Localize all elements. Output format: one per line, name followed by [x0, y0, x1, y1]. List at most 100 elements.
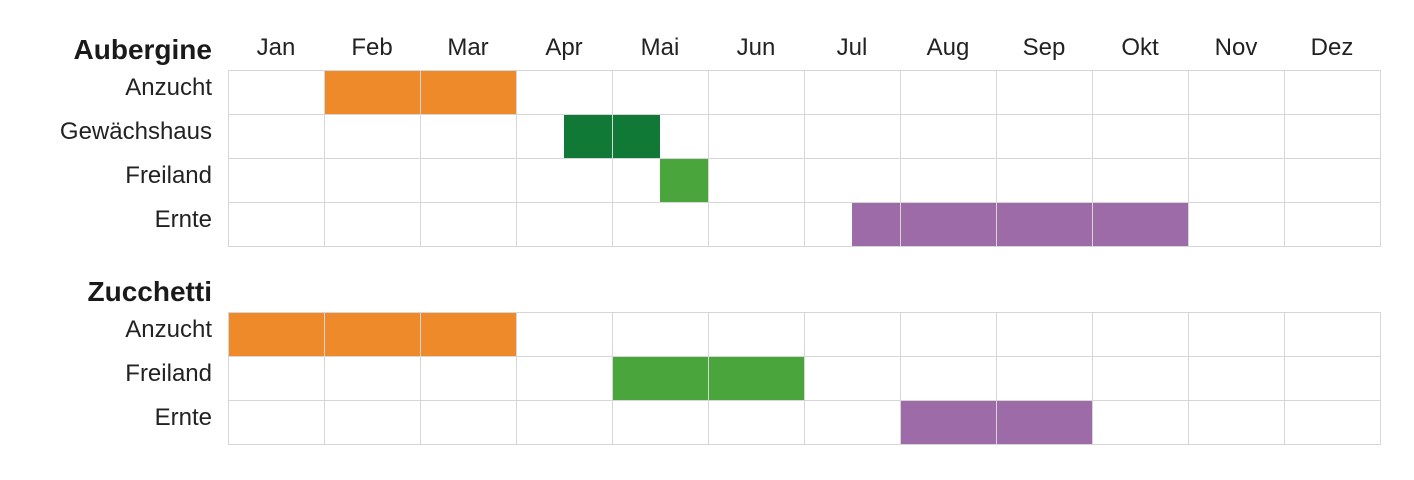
- grid-cell: [1092, 114, 1189, 159]
- month-label-mai: Mai: [640, 34, 680, 61]
- grid-cell: [1284, 114, 1381, 159]
- grid-cell: [708, 70, 805, 115]
- grid-cell: [1092, 356, 1189, 401]
- grid-cell: [804, 158, 901, 203]
- grid-cell: [900, 114, 997, 159]
- row-label-aubergine-freiland: Freiland: [125, 162, 212, 189]
- grid-cell: [708, 158, 805, 203]
- grid-cell: [996, 158, 1093, 203]
- grid-cell: [228, 158, 325, 203]
- grid-cell: [516, 158, 613, 203]
- grid-cell: [516, 356, 613, 401]
- month-label-feb: Feb: [351, 34, 393, 61]
- bar-zucchetti-ernte: [997, 401, 1092, 444]
- row-label-aubergine-ernte: Ernte: [154, 206, 212, 233]
- grid-cell: [1188, 400, 1285, 445]
- bar-aubergine-anzucht: [421, 71, 516, 114]
- grid-cell: [228, 202, 325, 247]
- grid-cell: [708, 400, 805, 445]
- grid-cell: [324, 202, 421, 247]
- row-label-aubergine-anzucht: Anzucht: [125, 74, 212, 101]
- grid-cell: [612, 400, 709, 445]
- grid-cell: [996, 114, 1093, 159]
- grid-cell: [708, 114, 805, 159]
- grid-cell: [420, 202, 517, 247]
- grid-cell: [420, 158, 517, 203]
- month-label-dez: Dez: [1310, 34, 1354, 61]
- bar-zucchetti-ernte: [901, 401, 996, 444]
- grid-cell: [612, 202, 709, 247]
- grid-cell: [420, 356, 517, 401]
- bar-aubergine-ernte: [997, 203, 1092, 246]
- bar-zucchetti-freiland: [613, 357, 708, 400]
- grid-cell: [228, 70, 325, 115]
- grid-cell: [804, 356, 901, 401]
- grid-cell: [516, 70, 613, 115]
- grid-cell: [804, 400, 901, 445]
- month-label-jun: Jun: [736, 34, 776, 61]
- grid-cell: [516, 400, 613, 445]
- grid-cell: [1092, 312, 1189, 357]
- grid-cell: [1188, 356, 1285, 401]
- month-label-aug: Aug: [926, 34, 970, 61]
- bar-zucchetti-anzucht: [421, 313, 516, 356]
- grid-cell: [708, 312, 805, 357]
- grid-cell: [900, 158, 997, 203]
- grid-cell: [420, 400, 517, 445]
- grid-cell: [1284, 356, 1381, 401]
- grid-cell: [996, 312, 1093, 357]
- grid-cell: [324, 400, 421, 445]
- month-label-jan: Jan: [256, 34, 296, 61]
- grid-cell: [1092, 400, 1189, 445]
- month-label-sep: Sep: [1022, 34, 1066, 61]
- bar-aubergine-ernte: [901, 203, 996, 246]
- grid-cell: [996, 356, 1093, 401]
- bar-aubergine-freiland: [660, 159, 708, 202]
- grid-cell: [900, 356, 997, 401]
- grid-cell: [612, 70, 709, 115]
- grid-cell: [708, 202, 805, 247]
- bar-aubergine-gewchshaus: [613, 115, 660, 158]
- grid-cell: [804, 114, 901, 159]
- grid-cell: [324, 158, 421, 203]
- grid-cell: [1284, 400, 1381, 445]
- month-label-nov: Nov: [1214, 34, 1258, 61]
- grid-cell: [804, 70, 901, 115]
- grid-cell: [1284, 312, 1381, 357]
- bar-zucchetti-anzucht: [325, 313, 420, 356]
- grid-cell: [612, 312, 709, 357]
- grid-cell: [1284, 158, 1381, 203]
- grid-cell: [228, 356, 325, 401]
- month-label-okt: Okt: [1121, 34, 1159, 61]
- bar-zucchetti-freiland: [709, 357, 804, 400]
- grid-cell: [1284, 202, 1381, 247]
- grid-cell: [804, 312, 901, 357]
- row-label-zucchetti-ernte: Ernte: [154, 404, 212, 431]
- month-label-jul: Jul: [836, 34, 868, 61]
- grid-cell: [900, 70, 997, 115]
- grid-cell: [324, 356, 421, 401]
- grid-cell: [324, 114, 421, 159]
- crop-title-zucchetti: Zucchetti: [87, 276, 212, 307]
- bar-aubergine-ernte: [1093, 203, 1188, 246]
- grid-cell: [228, 400, 325, 445]
- month-label-mar: Mar: [447, 34, 489, 61]
- grid-cell: [1188, 312, 1285, 357]
- bar-aubergine-anzucht: [325, 71, 420, 114]
- grid-cell: [900, 312, 997, 357]
- grid-cell: [1188, 202, 1285, 247]
- grid-cell: [1188, 70, 1285, 115]
- grid-cell: [1092, 158, 1189, 203]
- crop-title-aubergine: Aubergine: [73, 34, 212, 65]
- bar-aubergine-ernte: [852, 203, 900, 246]
- row-label-zucchetti-freiland: Freiland: [125, 360, 212, 387]
- month-label-apr: Apr: [545, 34, 583, 61]
- grid-cell: [228, 114, 325, 159]
- bar-zucchetti-anzucht: [229, 313, 324, 356]
- grid-cell: [996, 70, 1093, 115]
- grid-cell: [516, 312, 613, 357]
- row-label-aubergine-gewchshaus: Gewächshaus: [59, 118, 212, 145]
- grid-cell: [420, 114, 517, 159]
- grid-cell: [1092, 70, 1189, 115]
